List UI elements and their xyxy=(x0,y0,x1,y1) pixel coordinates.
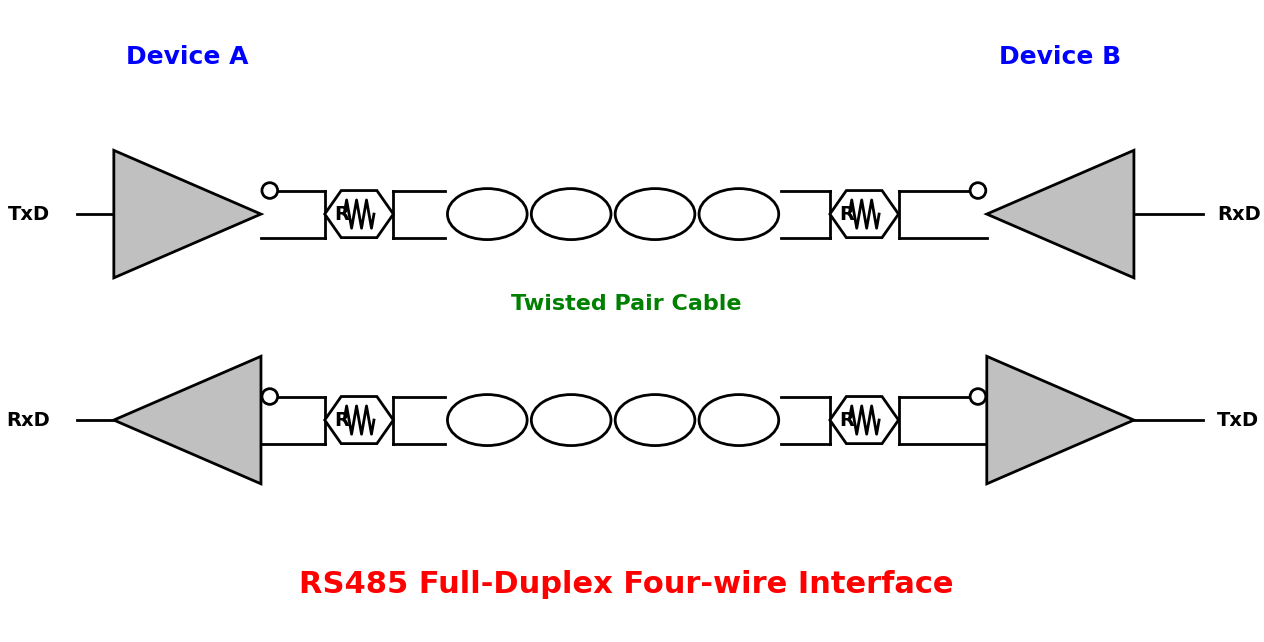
Circle shape xyxy=(969,183,986,198)
Ellipse shape xyxy=(616,395,695,446)
Text: RxD: RxD xyxy=(1217,205,1261,223)
Polygon shape xyxy=(987,356,1134,484)
Ellipse shape xyxy=(699,395,779,446)
Circle shape xyxy=(262,388,278,404)
Text: RxD: RxD xyxy=(6,411,51,429)
Text: Twisted Pair Cable: Twisted Pair Cable xyxy=(511,294,741,315)
Polygon shape xyxy=(114,150,260,278)
Ellipse shape xyxy=(447,395,527,446)
Ellipse shape xyxy=(531,189,611,239)
Text: R: R xyxy=(334,205,349,223)
Ellipse shape xyxy=(699,189,779,239)
Text: R: R xyxy=(334,411,349,429)
Ellipse shape xyxy=(447,189,527,239)
Ellipse shape xyxy=(616,189,695,239)
Polygon shape xyxy=(830,397,899,444)
Polygon shape xyxy=(325,191,393,238)
Polygon shape xyxy=(830,191,899,238)
Circle shape xyxy=(969,388,986,404)
Text: R: R xyxy=(839,205,854,223)
Ellipse shape xyxy=(531,395,611,446)
Text: R: R xyxy=(839,411,854,429)
Polygon shape xyxy=(114,356,260,484)
Text: RS485 Full-Duplex Four-wire Interface: RS485 Full-Duplex Four-wire Interface xyxy=(298,570,953,600)
Text: Device A: Device A xyxy=(126,45,249,69)
Polygon shape xyxy=(987,150,1134,278)
Text: Device B: Device B xyxy=(1000,45,1121,69)
Text: TxD: TxD xyxy=(8,205,51,223)
Text: TxD: TxD xyxy=(1217,411,1259,429)
Polygon shape xyxy=(325,397,393,444)
Circle shape xyxy=(262,183,278,198)
